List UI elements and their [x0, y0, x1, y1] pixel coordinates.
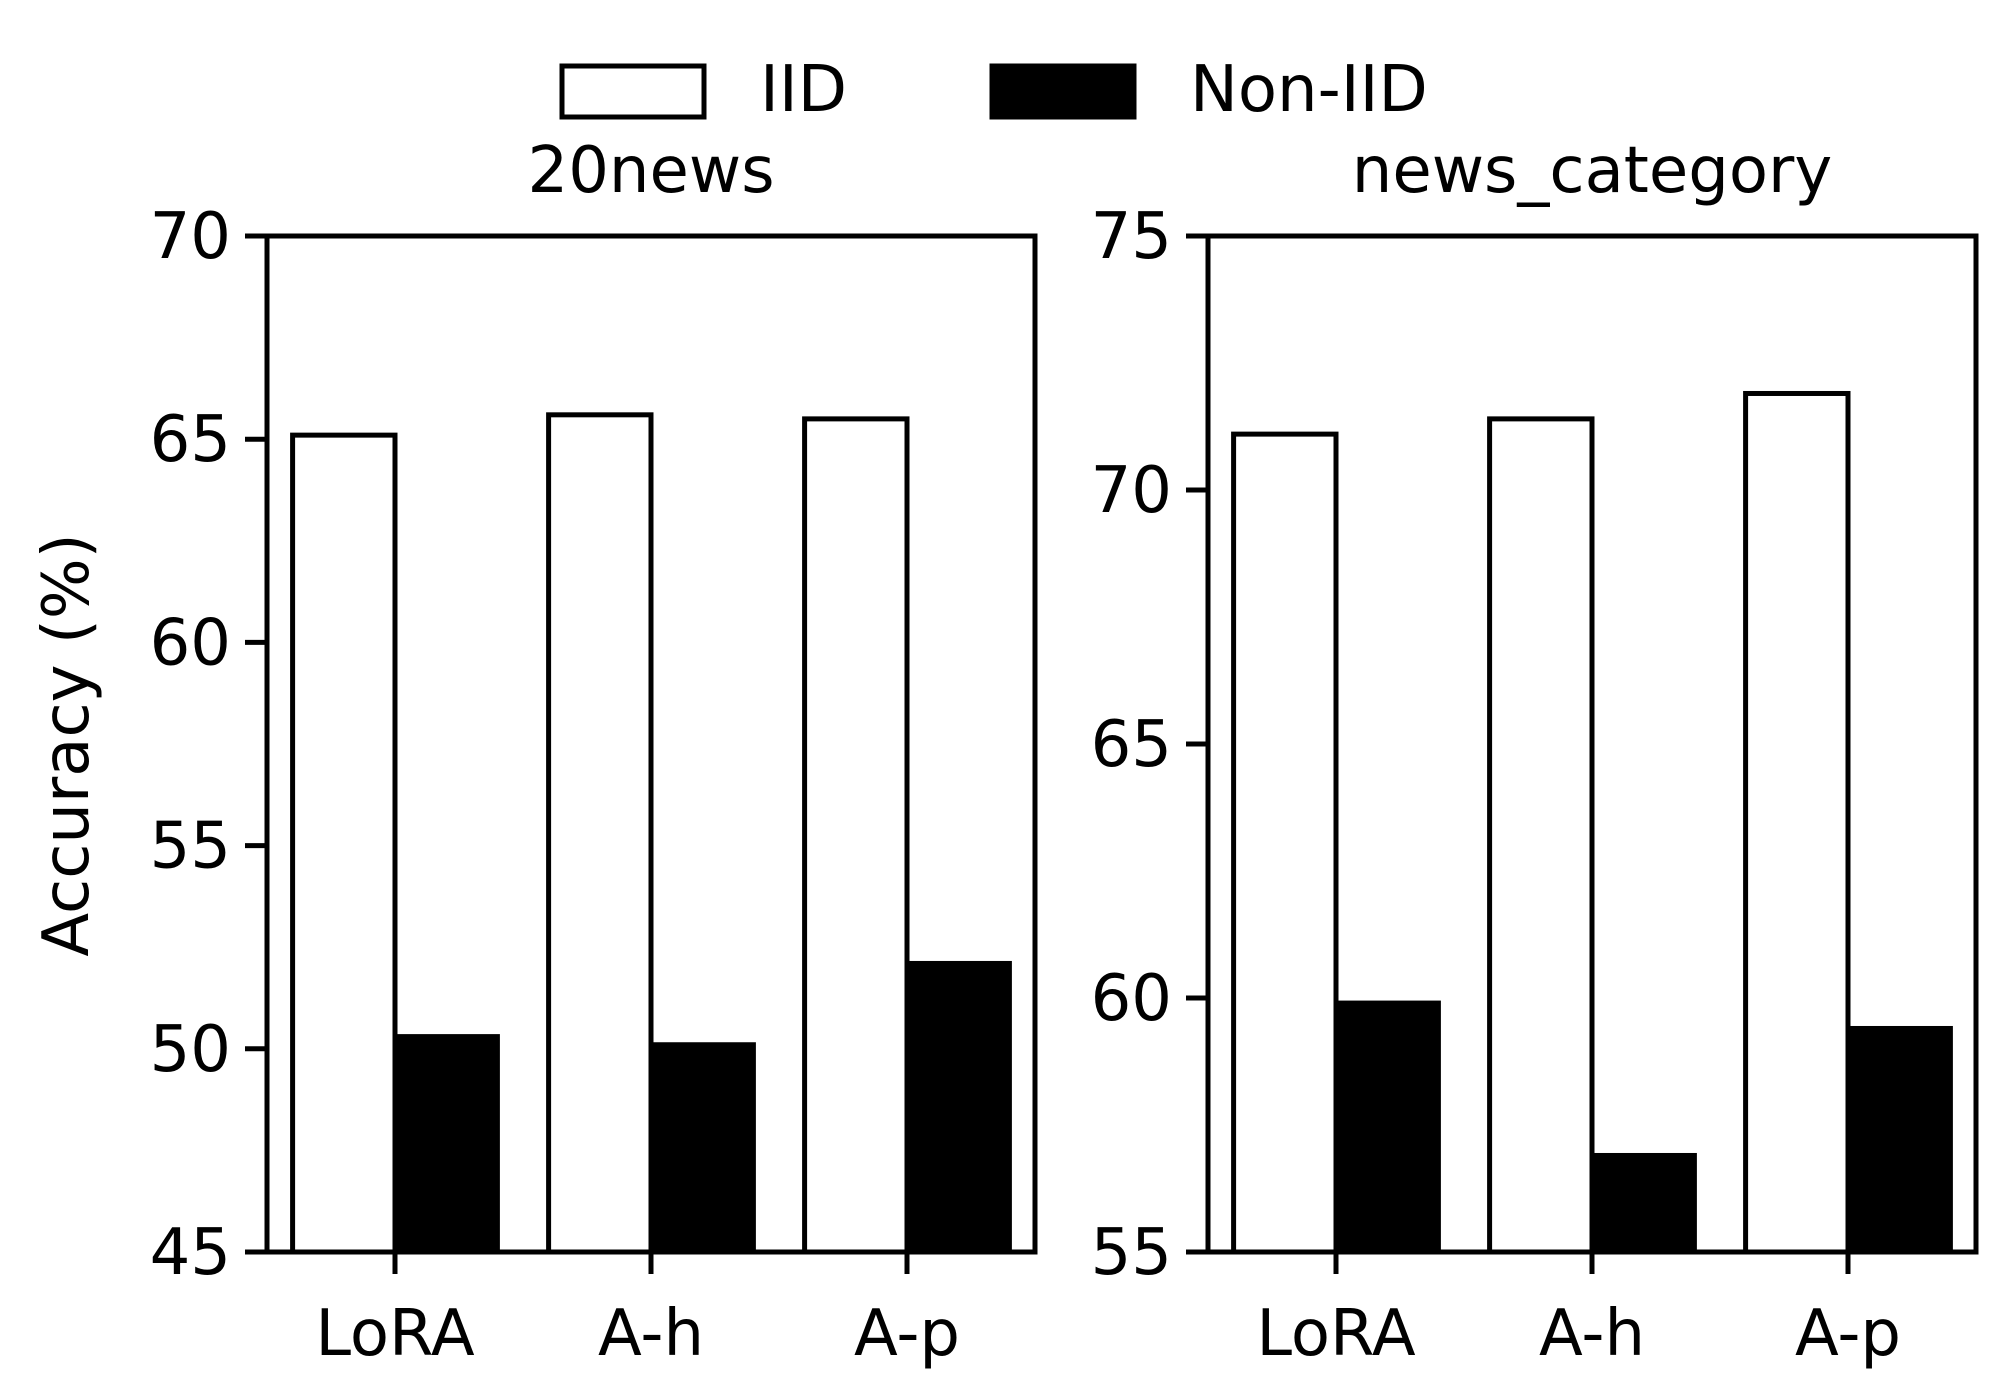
bar-iid-a-h: [546, 412, 654, 1255]
legend-swatch-iid: [559, 63, 707, 120]
legend: IID Non-IID: [559, 53, 1428, 127]
x-ticks: LoRA A-h A-p: [315, 1252, 960, 1371]
x-tick-label: A-p: [854, 1297, 960, 1371]
x-tick-label: LoRA: [315, 1297, 475, 1371]
bar-non-iid-lora: [1333, 1000, 1441, 1255]
x-tick-label: LoRA: [1256, 1297, 1416, 1371]
y-tick-label: 70: [150, 200, 231, 274]
y-tick-label: 75: [1091, 200, 1172, 274]
bar-non-iid-a-h: [648, 1042, 756, 1255]
panel-20news: 20news Accuracy (%) 45 50 55 60 65 70 LoRA A-h…: [30, 134, 1038, 1371]
bar-non-iid-a-p: [1845, 1025, 1953, 1255]
bar-iid-a-p: [1743, 390, 1851, 1255]
y-ticks: 55 60 65 70 75: [1091, 200, 1208, 1290]
y-tick-label: 65: [150, 403, 231, 477]
y-tick-label: 60: [150, 606, 231, 680]
legend-item-iid: IID: [559, 53, 847, 127]
bar-iid-lora: [290, 432, 398, 1255]
panel-title: 20news: [527, 134, 774, 208]
bar-iid-a-h: [1487, 416, 1595, 1255]
bar-non-iid-a-p: [904, 960, 1012, 1255]
bar-group: [290, 412, 1012, 1255]
y-tick-label: 45: [150, 1216, 231, 1290]
bar-iid-a-p: [802, 416, 910, 1255]
legend-swatch-non-iid: [989, 63, 1137, 120]
bar-iid-lora: [1231, 431, 1339, 1255]
y-tick-label: 50: [150, 1013, 231, 1087]
x-ticks: LoRA A-h A-p: [1256, 1252, 1901, 1371]
y-tick-label: 65: [1091, 708, 1172, 782]
x-tick-label: A-h: [598, 1297, 704, 1371]
y-tick-label: 55: [1091, 1216, 1172, 1290]
x-tick-label: A-p: [1795, 1297, 1901, 1371]
legend-label-non-iid: Non-IID: [1190, 53, 1428, 127]
panel-news-category: news_category 55 60 65 70 75 LoRA A-h A-p: [1091, 134, 1979, 1371]
legend-label-iid: IID: [760, 53, 847, 127]
bar-non-iid-lora: [392, 1034, 500, 1255]
y-tick-label: 60: [1091, 962, 1172, 1036]
bar-non-iid-a-h: [1589, 1152, 1697, 1255]
y-tick-label: 70: [1091, 454, 1172, 528]
x-tick-label: A-h: [1539, 1297, 1645, 1371]
panel-title: news_category: [1352, 134, 1832, 208]
y-ticks: 45 50 55 60 65 70: [150, 200, 267, 1290]
y-tick-label: 55: [150, 810, 231, 884]
y-axis-label: Accuracy (%): [30, 533, 104, 956]
legend-item-non-iid: Non-IID: [989, 53, 1428, 127]
bar-group: [1231, 390, 1953, 1255]
